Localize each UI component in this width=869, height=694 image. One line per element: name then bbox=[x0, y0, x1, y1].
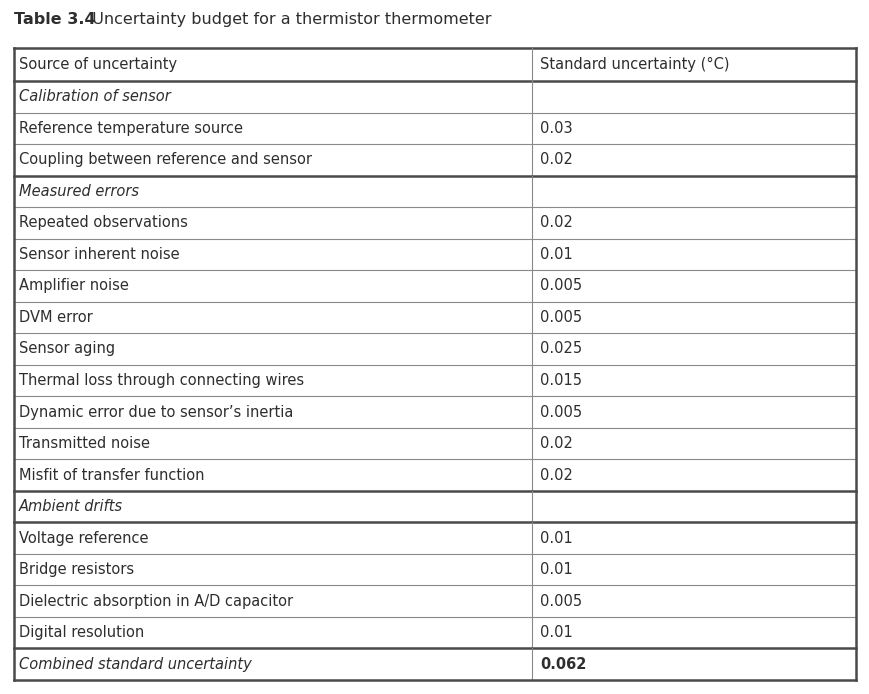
Text: 0.01: 0.01 bbox=[539, 247, 572, 262]
Text: 0.005: 0.005 bbox=[539, 405, 581, 420]
Text: 0.01: 0.01 bbox=[539, 625, 572, 640]
Text: 0.005: 0.005 bbox=[539, 593, 581, 609]
Text: Digital resolution: Digital resolution bbox=[19, 625, 144, 640]
Text: Misfit of transfer function: Misfit of transfer function bbox=[19, 468, 204, 482]
Text: Source of uncertainty: Source of uncertainty bbox=[19, 57, 177, 72]
Text: 0.015: 0.015 bbox=[539, 373, 581, 388]
Text: Combined standard uncertainty: Combined standard uncertainty bbox=[19, 657, 251, 672]
Text: Standard uncertainty (°C): Standard uncertainty (°C) bbox=[539, 57, 728, 72]
Text: 0.03: 0.03 bbox=[539, 121, 572, 136]
Text: 0.02: 0.02 bbox=[539, 152, 572, 167]
Text: 0.02: 0.02 bbox=[539, 468, 572, 482]
Text: Amplifier noise: Amplifier noise bbox=[19, 278, 129, 294]
Text: 0.005: 0.005 bbox=[539, 310, 581, 325]
Text: 0.01: 0.01 bbox=[539, 562, 572, 577]
Text: Sensor inherent noise: Sensor inherent noise bbox=[19, 247, 179, 262]
Text: Repeated observations: Repeated observations bbox=[19, 215, 188, 230]
Text: Calibration of sensor: Calibration of sensor bbox=[19, 90, 170, 104]
Text: DVM error: DVM error bbox=[19, 310, 93, 325]
Text: Ambient drifts: Ambient drifts bbox=[19, 499, 123, 514]
Text: Coupling between reference and sensor: Coupling between reference and sensor bbox=[19, 152, 312, 167]
Text: Reference temperature source: Reference temperature source bbox=[19, 121, 242, 136]
Text: Bridge resistors: Bridge resistors bbox=[19, 562, 134, 577]
Text: 0.005: 0.005 bbox=[539, 278, 581, 294]
Text: Dielectric absorption in A/D capacitor: Dielectric absorption in A/D capacitor bbox=[19, 593, 293, 609]
Text: Measured errors: Measured errors bbox=[19, 184, 139, 199]
Text: Sensor aging: Sensor aging bbox=[19, 341, 115, 357]
Text: Voltage reference: Voltage reference bbox=[19, 531, 149, 545]
Text: 0.062: 0.062 bbox=[539, 657, 586, 672]
Text: 0.01: 0.01 bbox=[539, 531, 572, 545]
Text: Transmitted noise: Transmitted noise bbox=[19, 436, 149, 451]
Text: 0.02: 0.02 bbox=[539, 215, 572, 230]
Text: Uncertainty budget for a thermistor thermometer: Uncertainty budget for a thermistor ther… bbox=[82, 12, 491, 27]
Text: Thermal loss through connecting wires: Thermal loss through connecting wires bbox=[19, 373, 304, 388]
Text: 0.025: 0.025 bbox=[539, 341, 581, 357]
Text: Table 3.4: Table 3.4 bbox=[14, 12, 96, 27]
Text: 0.02: 0.02 bbox=[539, 436, 572, 451]
Text: Dynamic error due to sensor’s inertia: Dynamic error due to sensor’s inertia bbox=[19, 405, 293, 420]
